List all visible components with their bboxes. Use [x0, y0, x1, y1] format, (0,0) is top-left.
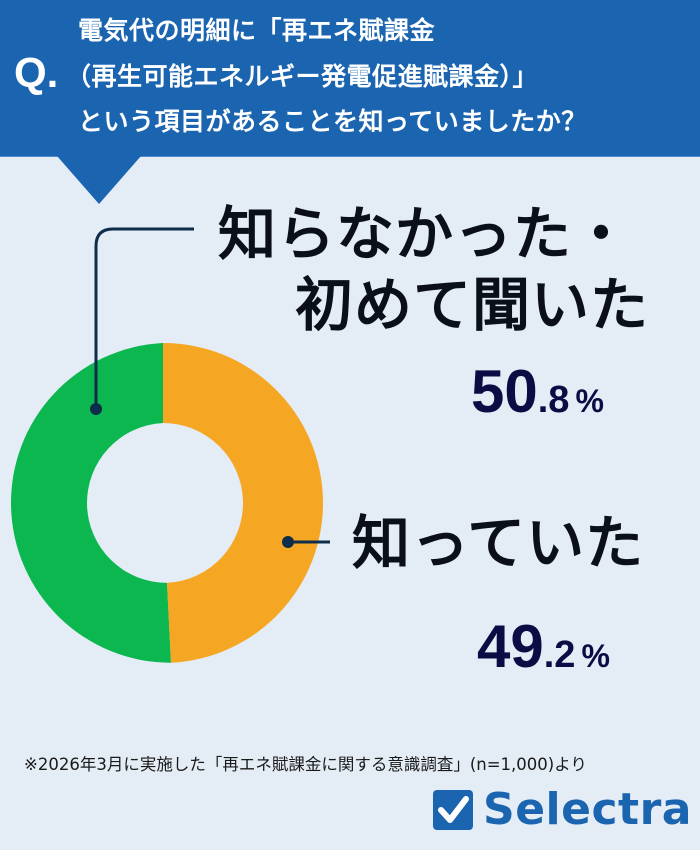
question-line-3: という項目があることを知っていましたか？ — [78, 107, 587, 136]
percent-integer: 49 — [477, 613, 544, 680]
percent-integer: 50 — [471, 358, 538, 425]
donut-segment-unaware — [10, 343, 172, 663]
answer-percent-aware: 49.2% — [477, 617, 610, 677]
answer-percent-unaware: 50.8% — [471, 362, 604, 422]
answer-label-aware: 知っていた — [352, 509, 645, 577]
question-header: Q. 電気代の明細に「再エネ賦課金 （再生可能エネルギー発電促進賦課金）」 とい… — [0, 0, 700, 157]
selectra-logo: Selectra — [433, 788, 692, 832]
percent-decimal: .8 — [537, 379, 570, 421]
leader-dot-aware — [282, 536, 294, 548]
question-marker: Q. — [14, 49, 59, 96]
donut-segment-aware — [163, 343, 324, 663]
question-line-1: 電気代の明細に「再エネ賦課金 — [78, 16, 436, 45]
answer-label-unaware-line-1: 知らなかった・ — [218, 200, 632, 268]
percent-decimal: .2 — [543, 634, 576, 676]
checkbox-check-icon — [433, 790, 473, 830]
leader-dot-unaware — [90, 403, 102, 415]
percent-sign: % — [575, 383, 604, 419]
leader-line-unaware — [94, 227, 194, 409]
header-pointer-arrow — [57, 156, 141, 204]
survey-footnote: ※2026年3月に実施した「再エネ賦課金に関する意識調査」(n=1,000)より — [24, 755, 587, 774]
percent-sign: % — [581, 638, 610, 674]
answer-label-unaware-line-2: 初めて聞いた — [295, 271, 650, 339]
logo-wordmark: Selectra — [483, 784, 692, 835]
question-line-2: （再生可能エネルギー発電促進賦課金）」 — [66, 62, 539, 91]
